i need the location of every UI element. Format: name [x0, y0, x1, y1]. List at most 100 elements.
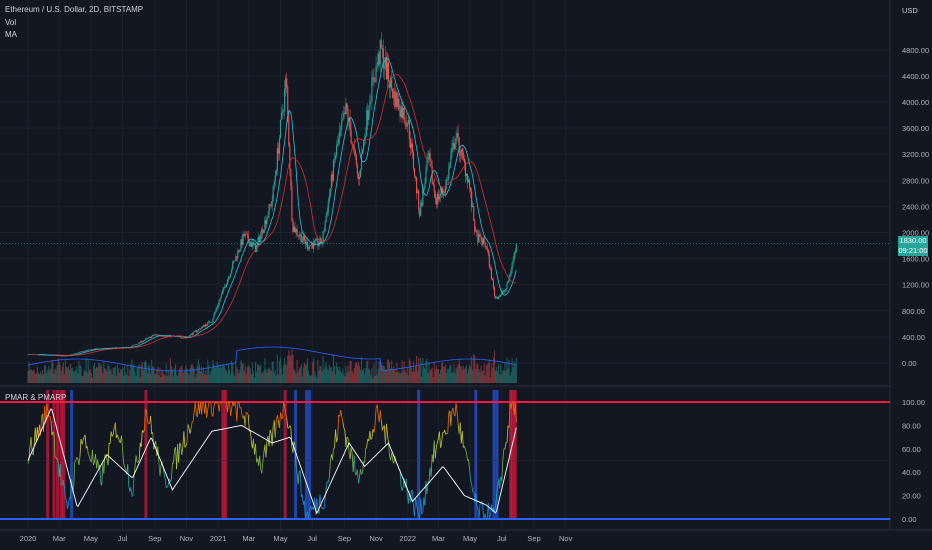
pmarp-line: [336, 438, 339, 443]
pmarp-line: [65, 497, 67, 501]
volume-bar: [345, 365, 347, 383]
pmarp-line: [164, 478, 167, 488]
volume-bar: [484, 375, 486, 383]
candle-body: [330, 174, 332, 189]
volume-bar: [334, 373, 337, 383]
candle-body: [62, 355, 64, 357]
volume-bar: [147, 365, 150, 383]
candle-body: [476, 230, 478, 234]
pmarp-line: [166, 484, 169, 488]
pmarp-high-highlight: [56, 390, 60, 519]
pmarp-line: [185, 442, 188, 447]
candle-body: [311, 243, 313, 246]
volume-bar: [470, 366, 472, 383]
candle-body: [483, 238, 485, 244]
volume-bar: [171, 369, 173, 383]
volume-bar: [306, 358, 309, 383]
candle-body: [393, 91, 395, 98]
symbol-title[interactable]: Ethereum / U.S. Dollar, 2D, BITSTAMP: [5, 5, 144, 14]
volume-bar: [302, 367, 304, 383]
candle-body: [229, 276, 231, 278]
pmarp-line: [428, 467, 431, 481]
pmarp-line: [504, 442, 507, 450]
volume-bar: [315, 375, 317, 383]
candle-body: [236, 256, 238, 259]
volume-legend[interactable]: Vol: [5, 18, 17, 27]
volume-bar: [213, 364, 215, 383]
volume-bar: [491, 368, 493, 383]
pmarp-line: [66, 500, 68, 509]
time-tick-label: Nov: [559, 534, 573, 543]
candle-body: [515, 243, 517, 253]
candle-body: [485, 246, 487, 248]
pmarp-line: [323, 498, 326, 510]
candle-body: [207, 322, 209, 326]
volume-bar: [135, 376, 137, 383]
volume-bar: [367, 360, 369, 383]
volume-bar: [31, 370, 33, 383]
pmarp-line: [341, 416, 344, 423]
volume-bar: [242, 363, 244, 383]
price-grid: [0, 0, 932, 531]
pmarp-line: [206, 409, 209, 418]
volume-bar: [496, 367, 498, 383]
volume-bar: [420, 357, 422, 383]
candle-body: [153, 335, 155, 336]
volume-bar: [262, 372, 264, 383]
pmarp-line: [293, 441, 296, 445]
volume-bar: [495, 370, 497, 383]
candle-body: [438, 196, 440, 200]
pmarp-line: [116, 434, 119, 438]
pmarp-line: [459, 422, 462, 444]
pmarp-line: [74, 460, 77, 463]
ma-legend[interactable]: MA: [5, 30, 17, 39]
volume-bar: [219, 364, 221, 383]
price-axis[interactable]: 4800.00 4400.00 4000.00 3600.00 3200.00 2800.…: [902, 46, 929, 368]
pmarp-line: [376, 404, 379, 415]
candle-body: [238, 250, 240, 252]
candle-body: [244, 233, 246, 237]
candle-body: [276, 148, 278, 171]
candle-body: [262, 229, 264, 234]
volume-bar: [54, 368, 56, 383]
candle-body: [458, 137, 460, 154]
pmarp-line: [502, 448, 505, 461]
pmarp-high-highlight: [144, 390, 148, 519]
candle-body: [496, 297, 498, 298]
volume-bar: [283, 365, 285, 383]
candle-body: [271, 200, 273, 207]
candle-body: [317, 238, 319, 246]
pmarp-line: [134, 455, 137, 467]
time-axis[interactable]: 2020 Mar May Jul Sep Nov 2021 Mar May Jul Sep Nov 20…: [20, 534, 573, 543]
candle-body: [190, 333, 192, 335]
volume-bar: [348, 371, 350, 383]
pmarp-line: [218, 401, 221, 412]
candle-body: [147, 337, 150, 339]
ma-slow-line: [54, 74, 517, 356]
candle-body: [406, 123, 408, 127]
volume-bar: [241, 363, 243, 383]
oscillator-axis[interactable]: 100.00 80.00 60.00 40.00 20.00 0.00: [902, 398, 925, 524]
volume-bar: [229, 369, 231, 383]
pmarp-high-highlight: [511, 390, 515, 519]
candle-body: [241, 239, 243, 245]
oscillator-title[interactable]: PMAR & PMARP: [5, 393, 67, 402]
candle-body: [245, 233, 247, 235]
volume-bar: [45, 366, 47, 383]
volume-bar: [298, 368, 300, 383]
volume-bar: [154, 372, 156, 383]
volume-bar: [212, 360, 214, 383]
volume-bar: [482, 370, 484, 383]
candle-body: [332, 160, 335, 181]
volume-bar: [277, 374, 279, 383]
candle-body: [464, 162, 466, 177]
volume-bar: [145, 363, 147, 383]
candle-body: [194, 330, 196, 332]
volume-bar: [91, 378, 93, 383]
volume-bar: [307, 370, 310, 383]
volume-bar: [329, 367, 331, 383]
volume-bar: [112, 368, 114, 383]
candle-body: [215, 309, 217, 313]
pmarp-line: [494, 507, 496, 512]
